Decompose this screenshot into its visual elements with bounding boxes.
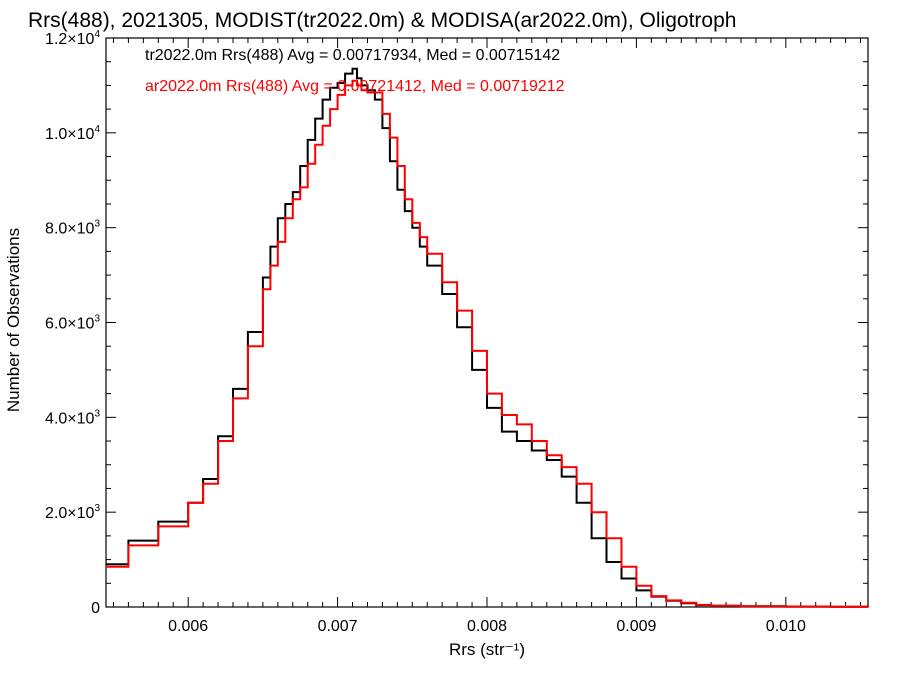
y-tick-label: 8.0×103 (45, 219, 100, 238)
y-tick-label: 1.2×104 (45, 29, 100, 48)
annotation-tr: tr2022.0m Rrs(488) Avg = 0.00717934, Med… (145, 47, 560, 64)
y-tick-label: 1.0×104 (45, 124, 100, 143)
x-axis-label: Rrs (str⁻¹) (449, 640, 525, 659)
y-axis-label: Number of Observations (4, 228, 23, 412)
y-axis-ticks: 0 2.0×103 4.0×103 6.0×103 8.0×103 1.0×104 1.2×… (45, 29, 868, 617)
x-tick-label: 0.009 (616, 618, 656, 635)
y-tick-label: 4.0×103 (45, 408, 100, 427)
y-tick-label: 0 (91, 600, 100, 617)
x-tick-label: 0.007 (318, 618, 358, 635)
series-layer (106, 67, 869, 608)
x-tick-label: 0.006 (168, 618, 208, 635)
x-axis-ticks: 0.006 0.007 0.008 0.009 0.010 (112, 38, 862, 635)
plot-frame (105, 37, 869, 608)
y-tick-label: 6.0×103 (45, 314, 100, 333)
annotation-ar: ar2022.0m Rrs(488) Avg = 0.00721412, Med… (145, 78, 565, 95)
y-tick-label: 2.0×103 (45, 503, 100, 522)
series-line-1 (106, 79, 869, 608)
x-tick-label: 0.008 (467, 618, 507, 635)
series-line-0 (106, 67, 869, 608)
x-tick-label: 0.010 (766, 618, 806, 635)
chart-title: Rrs(488), 2021305, MODIST(tr2022.0m) & M… (28, 9, 736, 32)
